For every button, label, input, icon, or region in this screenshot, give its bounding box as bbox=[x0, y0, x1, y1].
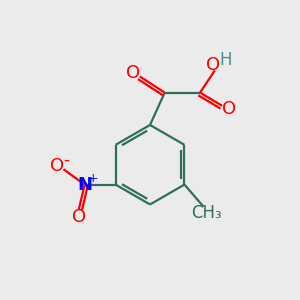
Text: +: + bbox=[88, 172, 98, 184]
Text: O: O bbox=[126, 64, 140, 82]
Text: CH₃: CH₃ bbox=[191, 204, 222, 222]
Text: O: O bbox=[206, 56, 220, 74]
Text: O: O bbox=[50, 157, 64, 175]
Text: N: N bbox=[77, 176, 92, 194]
Text: O: O bbox=[222, 100, 236, 118]
Text: -: - bbox=[64, 151, 69, 169]
Text: O: O bbox=[72, 208, 86, 226]
Text: H: H bbox=[220, 51, 232, 69]
